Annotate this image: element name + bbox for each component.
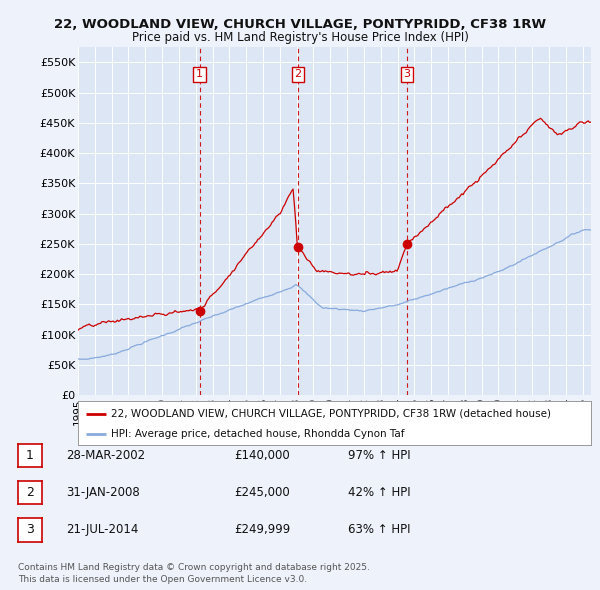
Text: Price paid vs. HM Land Registry's House Price Index (HPI): Price paid vs. HM Land Registry's House …: [131, 31, 469, 44]
Text: £249,999: £249,999: [234, 523, 290, 536]
Text: 42% ↑ HPI: 42% ↑ HPI: [348, 486, 410, 499]
Text: 22, WOODLAND VIEW, CHURCH VILLAGE, PONTYPRIDD, CF38 1RW: 22, WOODLAND VIEW, CHURCH VILLAGE, PONTY…: [54, 18, 546, 31]
Text: 28-MAR-2002: 28-MAR-2002: [66, 449, 145, 462]
Text: 1: 1: [196, 70, 203, 80]
Text: 1: 1: [26, 449, 34, 462]
Text: £245,000: £245,000: [234, 486, 290, 499]
Text: 22, WOODLAND VIEW, CHURCH VILLAGE, PONTYPRIDD, CF38 1RW (detached house): 22, WOODLAND VIEW, CHURCH VILLAGE, PONTY…: [112, 409, 551, 418]
Text: 21-JUL-2014: 21-JUL-2014: [66, 523, 139, 536]
Text: £140,000: £140,000: [234, 449, 290, 462]
Text: 2: 2: [295, 70, 302, 80]
Text: 3: 3: [26, 523, 34, 536]
Text: Contains HM Land Registry data © Crown copyright and database right 2025.
This d: Contains HM Land Registry data © Crown c…: [18, 563, 370, 584]
Text: HPI: Average price, detached house, Rhondda Cynon Taf: HPI: Average price, detached house, Rhon…: [112, 428, 405, 438]
Text: 63% ↑ HPI: 63% ↑ HPI: [348, 523, 410, 536]
Text: 2: 2: [26, 486, 34, 499]
Text: 3: 3: [403, 70, 410, 80]
Text: 97% ↑ HPI: 97% ↑ HPI: [348, 449, 410, 462]
Text: 31-JAN-2008: 31-JAN-2008: [66, 486, 140, 499]
